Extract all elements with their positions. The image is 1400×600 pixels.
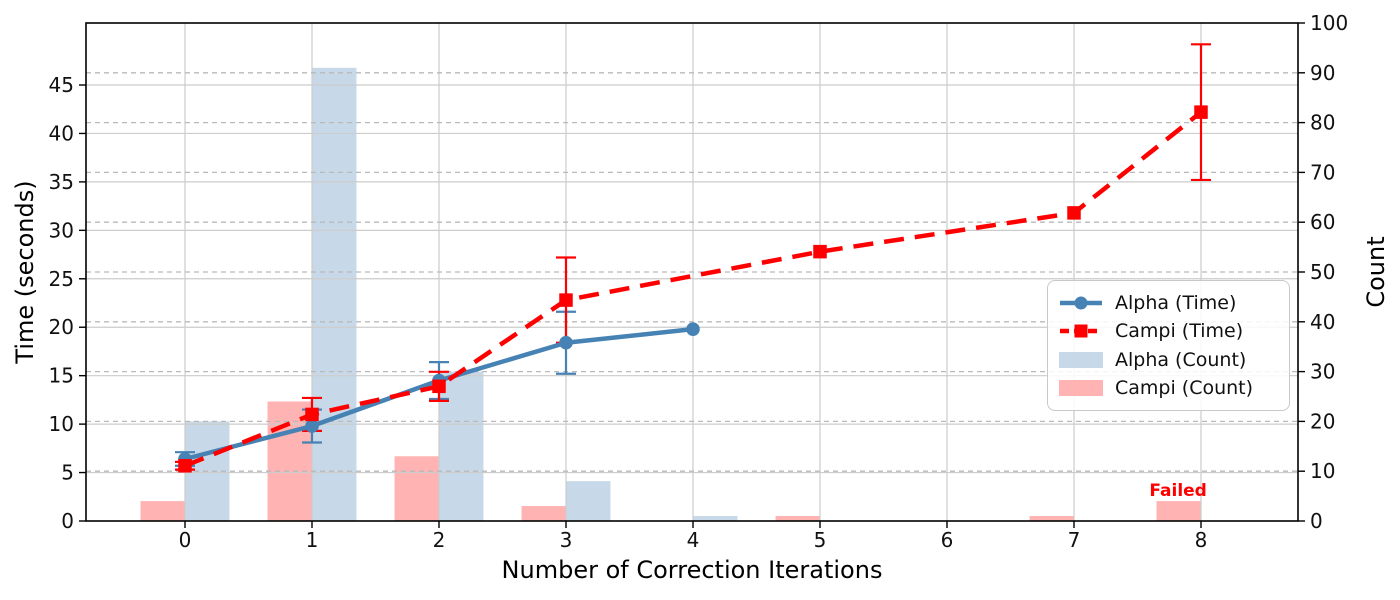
y-right-tick-label: 20 — [1310, 409, 1335, 433]
x-tick-label: 0 — [179, 528, 192, 552]
campi-count-bar — [775, 516, 820, 521]
legend-item-campi-time: Campi (Time) — [1057, 320, 1280, 342]
x-tick-label: 6 — [941, 528, 954, 552]
alpha-count-bar — [693, 516, 738, 521]
alpha-count-bar — [566, 481, 611, 521]
legend-item-alpha-time: Alpha (Time) — [1057, 292, 1280, 314]
campi-count-bar — [394, 456, 439, 521]
y-left-tick-label: 5 — [61, 461, 74, 485]
alpha-time-marker — [686, 322, 700, 336]
legend-swatch-bar-icon — [1059, 351, 1103, 368]
y-axis-label-left: Time (seconds) — [11, 180, 39, 364]
y-left-tick-label: 0 — [61, 509, 74, 533]
y-left-tick-label: 40 — [49, 121, 74, 145]
y-right-tick-label: 60 — [1310, 210, 1335, 234]
y-left-tick-label: 45 — [49, 73, 74, 97]
campi-count-bar — [140, 501, 185, 521]
campi-count-bar — [1029, 516, 1074, 521]
x-tick-label: 4 — [687, 528, 700, 552]
campi-time-marker — [559, 293, 573, 307]
y-left-tick-label: 25 — [49, 267, 74, 291]
legend-label-campi-count: Campi (Count) — [1115, 376, 1254, 399]
alpha-count-bar — [312, 67, 357, 521]
y-right-tick-label: 0 — [1310, 509, 1323, 533]
y-left-tick-label: 15 — [49, 364, 74, 388]
campi-time-marker — [305, 407, 319, 422]
legend-label-alpha-time: Alpha (Time) — [1115, 292, 1237, 315]
campi-time-marker — [178, 459, 192, 473]
y-right-tick-label: 80 — [1310, 111, 1335, 135]
x-tick-label: 5 — [814, 528, 827, 552]
legend: Alpha (Time) Campi (Time) Alpha (Count) … — [1047, 280, 1290, 411]
legend-label-alpha-count: Alpha (Count) — [1115, 348, 1247, 371]
campi-time-marker — [432, 379, 446, 394]
y-left-tick-label: 20 — [49, 315, 74, 339]
y-left-tick-label: 35 — [49, 170, 74, 194]
legend-swatch-bar-icon — [1059, 379, 1103, 396]
campi-count-bar — [521, 506, 566, 521]
y-left-tick-label: 30 — [49, 218, 74, 242]
y-right-tick-label: 70 — [1310, 160, 1335, 184]
x-tick-label: 1 — [306, 528, 319, 552]
campi-time-marker — [813, 244, 827, 259]
y-right-tick-label: 40 — [1310, 310, 1335, 334]
y-right-tick-label: 30 — [1310, 360, 1335, 384]
alpha-count-bar — [439, 371, 484, 521]
failed-annotation: Failed — [1149, 481, 1207, 502]
x-tick-label: 3 — [560, 528, 573, 552]
y-right-tick-label: 90 — [1310, 61, 1335, 85]
campi-time-marker — [1194, 105, 1208, 119]
y-right-tick-label: 100 — [1310, 11, 1348, 35]
x-axis-label: Number of Correction Iterations — [501, 556, 883, 584]
alpha-time-marker — [559, 335, 573, 350]
legend-label-campi-time: Campi (Time) — [1115, 320, 1244, 343]
x-tick-label: 2 — [433, 528, 446, 552]
alpha-time-marker — [305, 419, 319, 433]
y-right-tick-label: 10 — [1310, 459, 1335, 483]
legend-swatch-line-circle-icon — [1060, 296, 1102, 310]
y-right-tick-label: 50 — [1310, 260, 1335, 284]
x-tick-label: 7 — [1068, 528, 1081, 552]
y-left-tick-label: 10 — [49, 412, 74, 436]
legend-swatch-dashed-square-icon — [1060, 324, 1102, 338]
campi-count-bar — [1156, 501, 1201, 521]
y-axis-label-right: Count — [1362, 236, 1390, 308]
legend-item-alpha-count: Alpha (Count) — [1057, 349, 1280, 371]
campi-time-marker — [1067, 206, 1081, 220]
x-tick-label: 8 — [1195, 528, 1208, 552]
legend-item-campi-count: Campi (Count) — [1057, 377, 1280, 399]
